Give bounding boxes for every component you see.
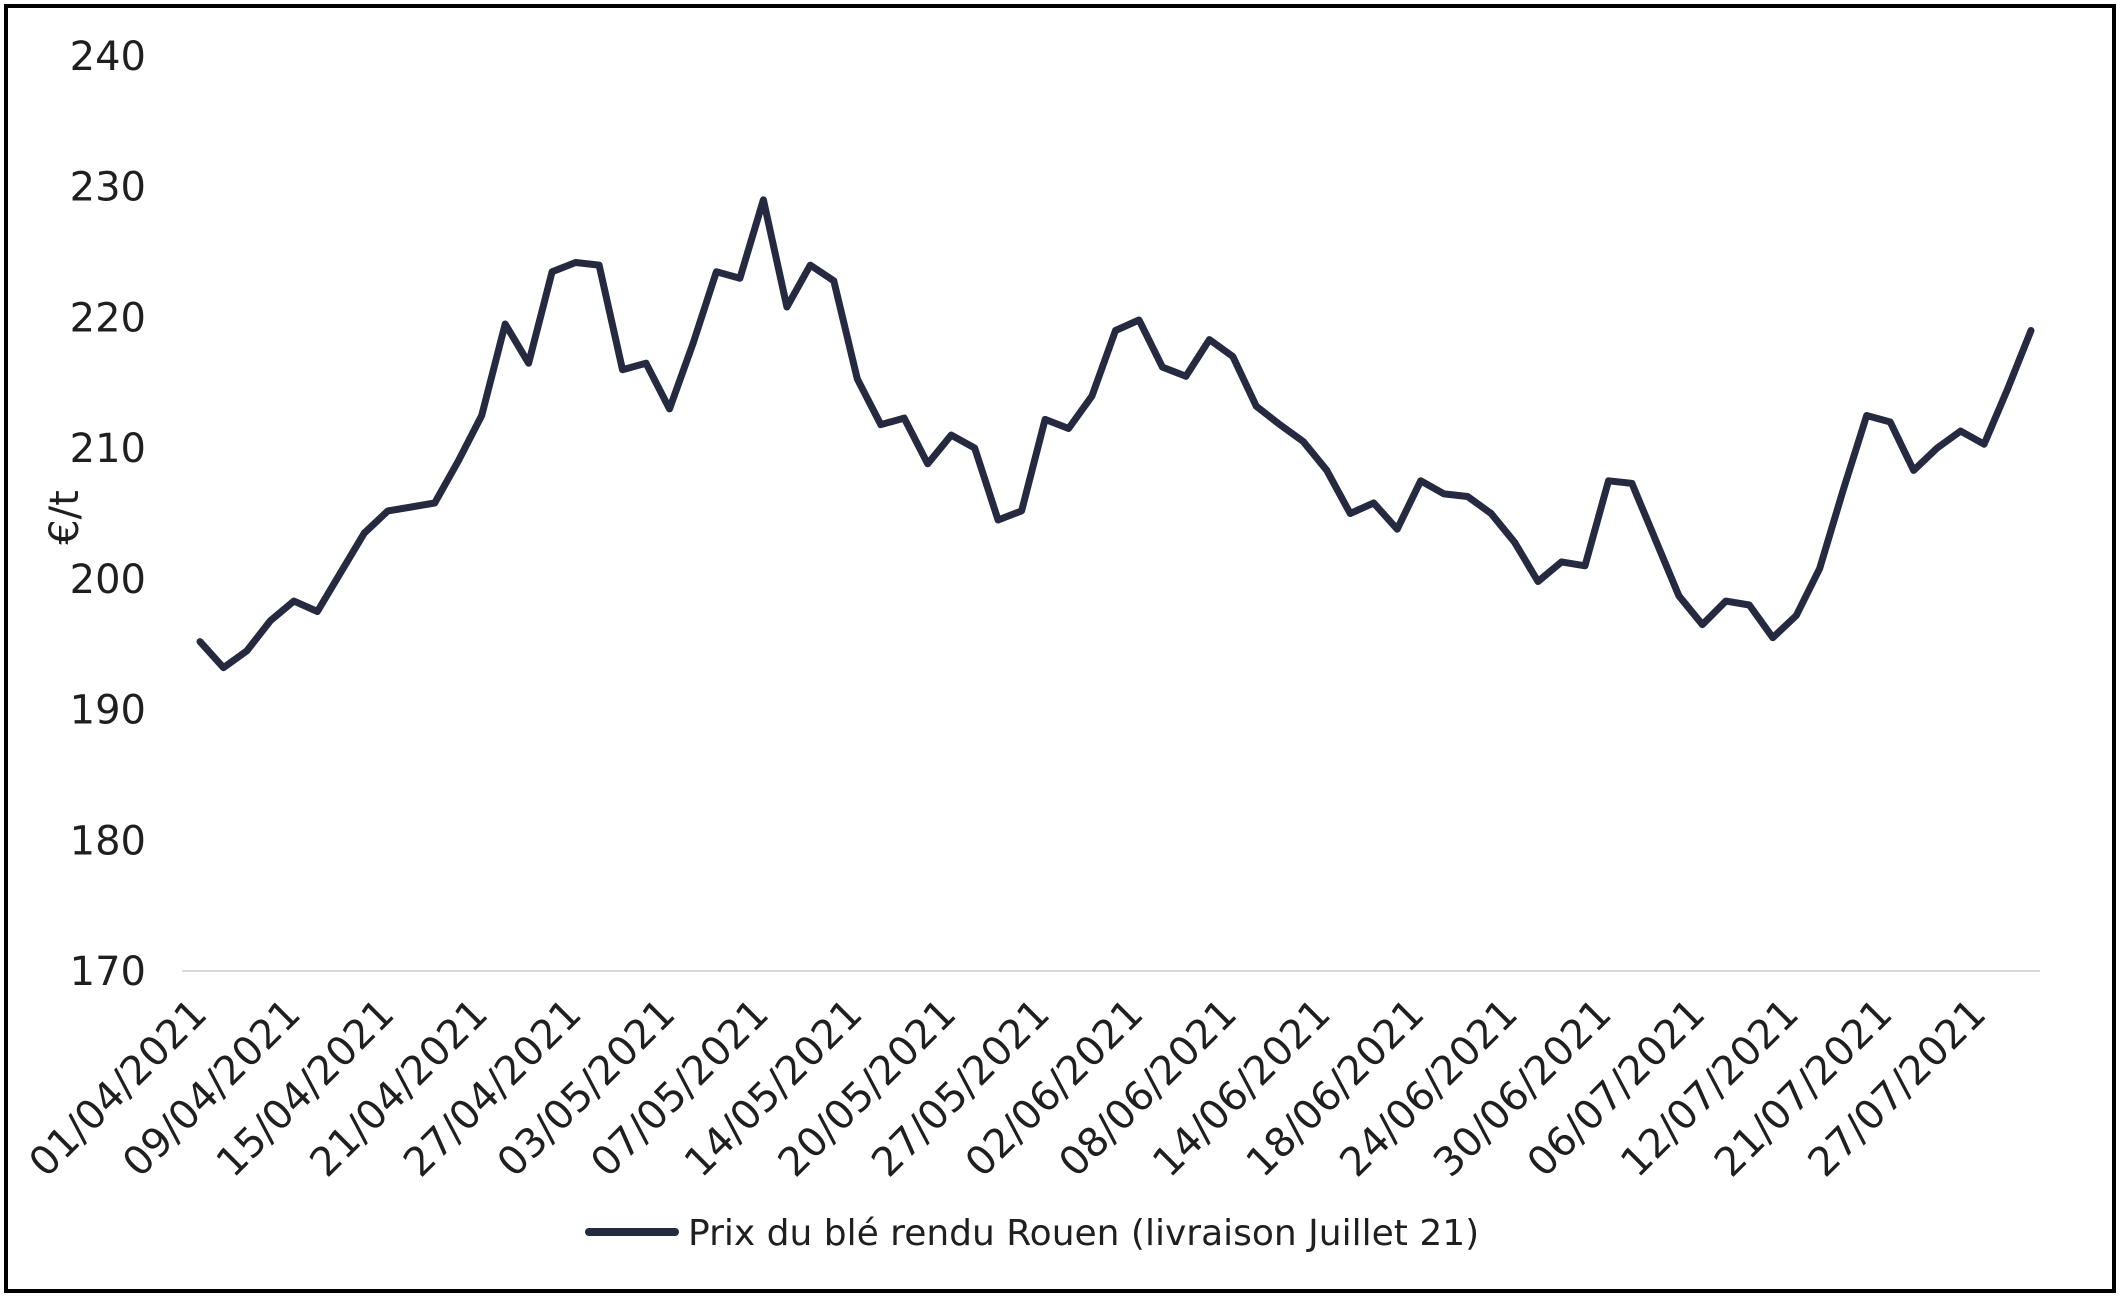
y-tick-label: 230 <box>70 165 146 211</box>
chart-frame: 170 180 190 200 210 220 230 240 01/04/2021 09/04… <box>4 4 2116 1293</box>
y-axis-title: €/t <box>42 490 88 545</box>
x-axis-ticks: 01/04/202109/04/202115/04/202121/04/2021… <box>21 991 1996 1187</box>
y-tick-label: 210 <box>70 426 146 472</box>
y-tick-label: 200 <box>70 557 146 603</box>
y-tick-label: 240 <box>70 34 146 80</box>
line-chart: 170 180 190 200 210 220 230 240 01/04/202109/04… <box>21 34 2040 1254</box>
y-tick-label: 180 <box>70 818 146 864</box>
y-tick-label: 220 <box>70 295 146 341</box>
y-tick-label: 170 <box>70 949 146 995</box>
y-axis-ticks: 170 180 190 200 210 220 230 240 <box>70 34 146 995</box>
y-tick-label: 190 <box>70 688 146 734</box>
legend: Prix du blé rendu Rouen (livraison Juill… <box>585 1213 1479 1254</box>
series-line <box>196 196 2035 672</box>
legend-label: Prix du blé rendu Rouen (livraison Juill… <box>688 1213 1479 1254</box>
